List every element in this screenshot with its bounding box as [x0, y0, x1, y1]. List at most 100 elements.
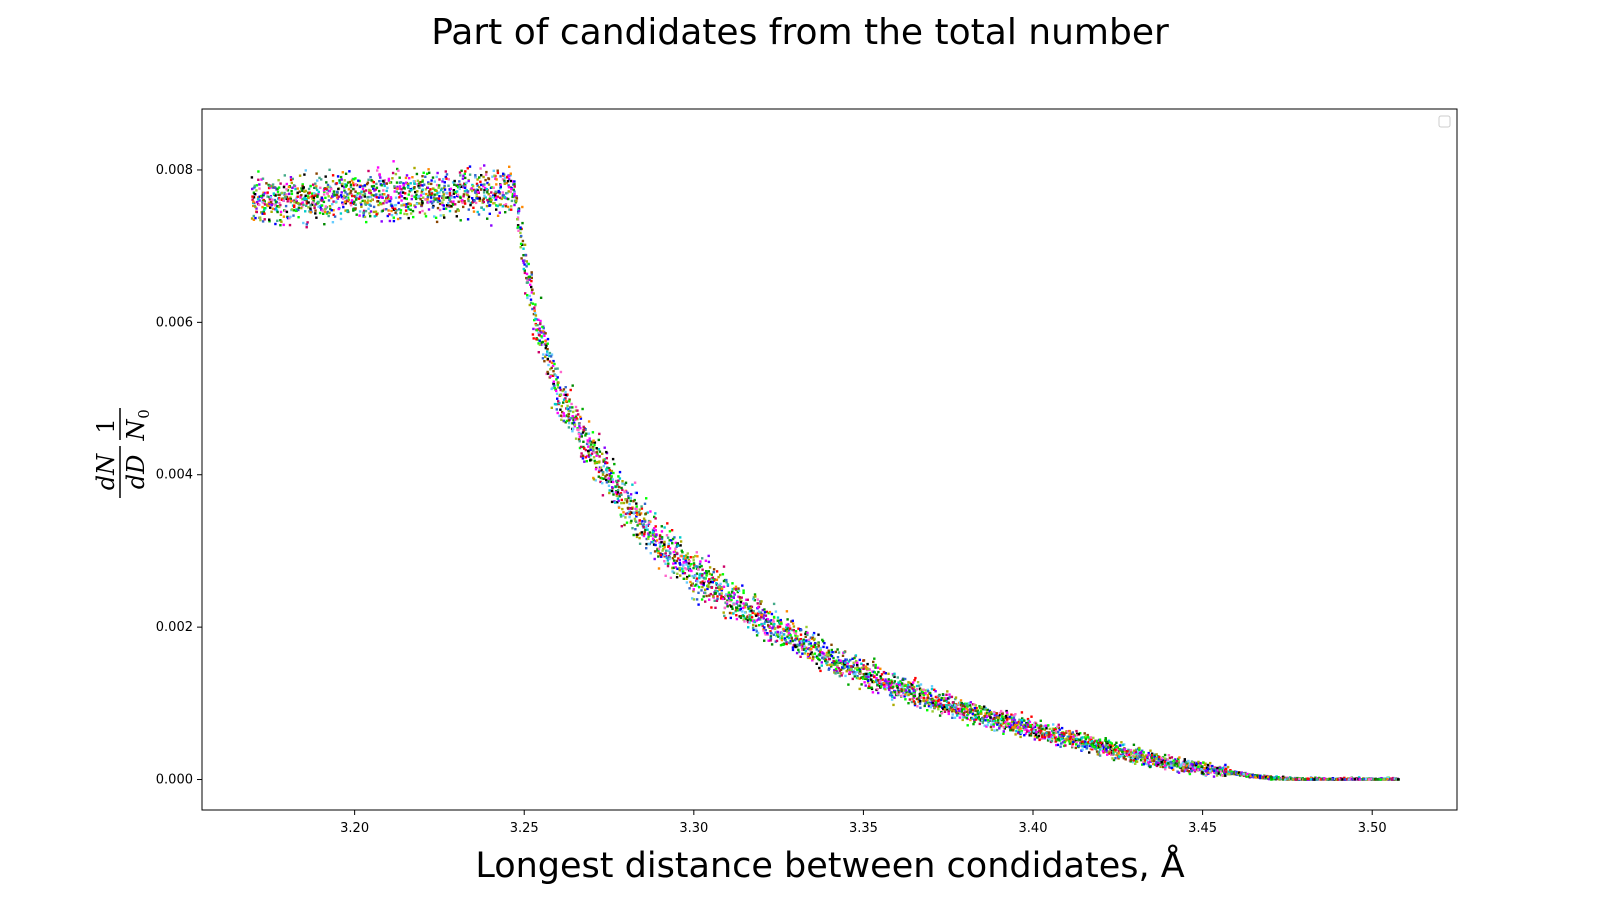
scatter-point: [347, 188, 351, 191]
scatter-point: [483, 188, 486, 192]
scatter-point: [261, 177, 265, 180]
scatter-point: [666, 536, 670, 539]
scatter-point: [744, 606, 747, 609]
scatter-point: [789, 634, 792, 637]
scatter-point: [885, 680, 888, 683]
scatter-point: [452, 189, 456, 192]
scatter-point: [285, 197, 288, 200]
scatter-point: [660, 536, 664, 539]
scatter-point: [553, 384, 556, 387]
scatter-point: [508, 165, 511, 168]
scatter-point: [934, 695, 938, 699]
scatter-point: [1064, 744, 1067, 747]
scatter-point: [752, 623, 755, 627]
scatter-point: [604, 460, 607, 464]
scatter-point: [446, 196, 450, 199]
scatter-point: [907, 702, 910, 705]
scatter-point: [262, 210, 265, 213]
scatter-point: [301, 184, 304, 188]
scatter-point: [340, 178, 343, 181]
scatter-point: [290, 199, 293, 203]
scatter-point: [1141, 754, 1145, 757]
scatter-point: [574, 415, 578, 418]
scatter-point: [607, 484, 611, 487]
scatter-point: [301, 201, 304, 204]
scatter-point: [1226, 765, 1230, 769]
scatter-point: [704, 559, 708, 562]
scatter-point: [772, 615, 776, 619]
scatter-point: [260, 194, 263, 198]
scatter-point: [837, 667, 841, 670]
scatter-point: [599, 476, 602, 480]
scatter-point: [263, 208, 266, 212]
scatter-point: [504, 205, 508, 208]
scatter-point: [971, 717, 974, 720]
scatter-point: [688, 569, 692, 572]
scatter-point: [314, 203, 317, 206]
scatter-point: [530, 279, 533, 283]
scatter-point: [1048, 738, 1051, 741]
scatter-point: [813, 643, 817, 647]
scatter-point: [589, 448, 592, 451]
scatter-point: [1213, 769, 1216, 772]
scatter-point: [385, 201, 388, 204]
scatter-point: [698, 574, 701, 577]
scatter-point: [754, 595, 757, 598]
scatter-point: [263, 212, 266, 215]
scatter-point: [524, 253, 527, 257]
scatter-point: [414, 205, 417, 209]
scatter-point: [752, 610, 755, 613]
scatter-point: [577, 428, 580, 432]
scatter-point: [453, 179, 456, 183]
scatter-point: [428, 171, 431, 174]
scatter-point: [540, 331, 543, 334]
scatter-point: [410, 194, 414, 198]
scatter-point: [816, 642, 819, 645]
scatter-point: [749, 606, 752, 610]
scatter-point: [252, 191, 256, 194]
scatter-point: [300, 187, 303, 190]
scatter-point: [1219, 766, 1222, 769]
scatter-point: [555, 408, 558, 411]
scatter-point: [1004, 723, 1008, 727]
scatter-point: [366, 199, 370, 202]
scatter-point: [506, 191, 509, 195]
scatter-point: [1081, 748, 1084, 751]
scatter-point: [1209, 765, 1212, 768]
scatter-point: [573, 421, 576, 425]
scatter-point: [694, 565, 697, 568]
scatter-point: [416, 190, 419, 193]
scatter-point: [448, 196, 452, 199]
scatter-point: [791, 619, 794, 622]
scatter-point: [743, 616, 746, 619]
scatter-point: [1030, 723, 1034, 727]
scatter-point: [526, 296, 529, 300]
scatter-point: [552, 370, 555, 373]
scatter-point: [250, 217, 254, 220]
scatter-point: [1177, 763, 1180, 766]
scatter-point: [761, 608, 764, 612]
scatter-point: [587, 445, 590, 448]
scatter-point: [673, 536, 676, 539]
scatter-point: [1206, 767, 1210, 770]
scatter-point: [584, 448, 588, 452]
scatter-point: [327, 214, 330, 218]
scatter-point: [603, 446, 606, 449]
scatter-point: [948, 693, 951, 696]
scatter-point: [587, 454, 591, 457]
scatter-point: [399, 209, 403, 212]
scatter-point: [407, 216, 410, 220]
scatter-point: [1149, 754, 1152, 757]
scatter-point: [649, 534, 653, 537]
scatter-point: [382, 208, 386, 211]
scatter-point: [1183, 760, 1186, 763]
scatter-point: [1000, 717, 1003, 721]
scatter-point: [431, 187, 435, 190]
scatter-point: [967, 712, 970, 716]
scatter-point: [908, 690, 911, 693]
scatter-point: [1282, 776, 1285, 780]
scatter-point: [1138, 754, 1141, 758]
scatter-point: [728, 596, 732, 599]
scatter-point: [803, 647, 806, 651]
scatter-point: [545, 372, 548, 376]
